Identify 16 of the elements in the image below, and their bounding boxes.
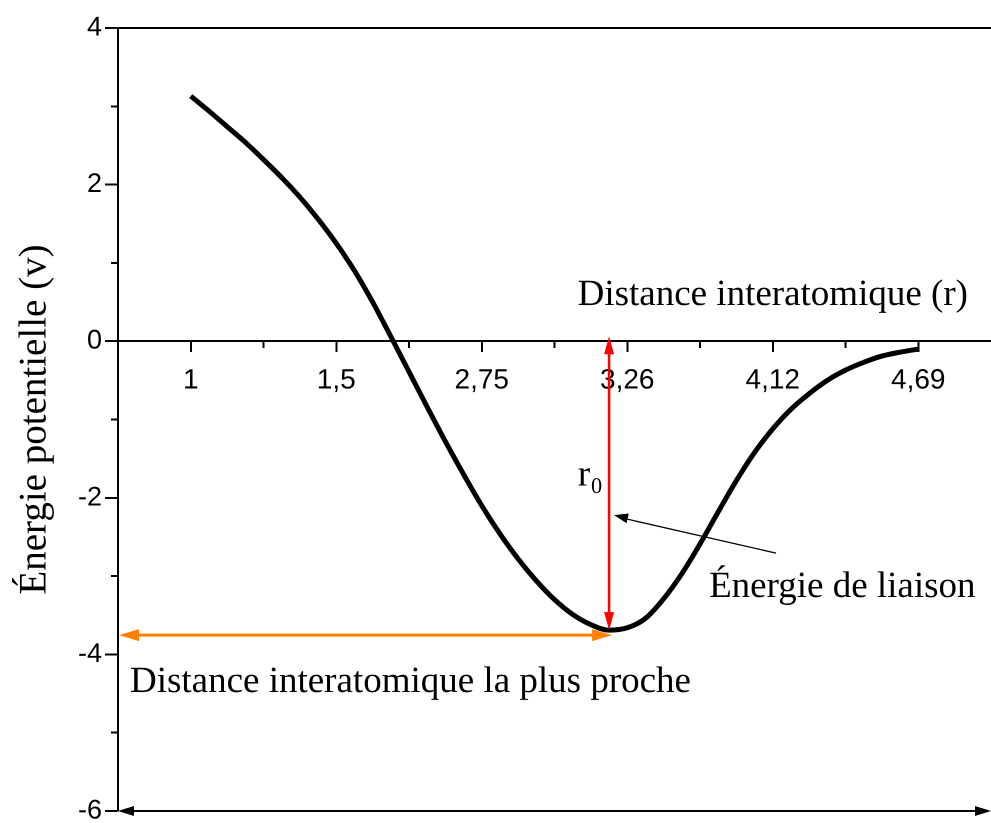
- y-tick-label: -6: [78, 794, 102, 823]
- y-tick-label: 4: [86, 11, 102, 42]
- annotation: r₀: [578, 454, 604, 495]
- x-tick-label: 1: [182, 364, 199, 395]
- y-tick-label: -2: [78, 481, 102, 512]
- annotation: Énergie de liaison: [709, 565, 976, 606]
- y-tick-label: -4: [78, 638, 102, 668]
- x-tick-label: 2,75: [454, 364, 509, 395]
- y-tick-label: 0: [86, 324, 102, 355]
- x-tick-label: 4,69: [891, 364, 946, 395]
- x-tick-label: 1,5: [316, 364, 356, 395]
- x-axis-title: Distance interatomique (r): [578, 273, 968, 314]
- y-tick-label: 2: [86, 168, 102, 198]
- annotation: Distance interatomique la plus proche: [130, 660, 691, 702]
- x-tick-label: 4,12: [746, 364, 800, 395]
- y-axis-title: Énergie potentielle (v): [12, 244, 55, 595]
